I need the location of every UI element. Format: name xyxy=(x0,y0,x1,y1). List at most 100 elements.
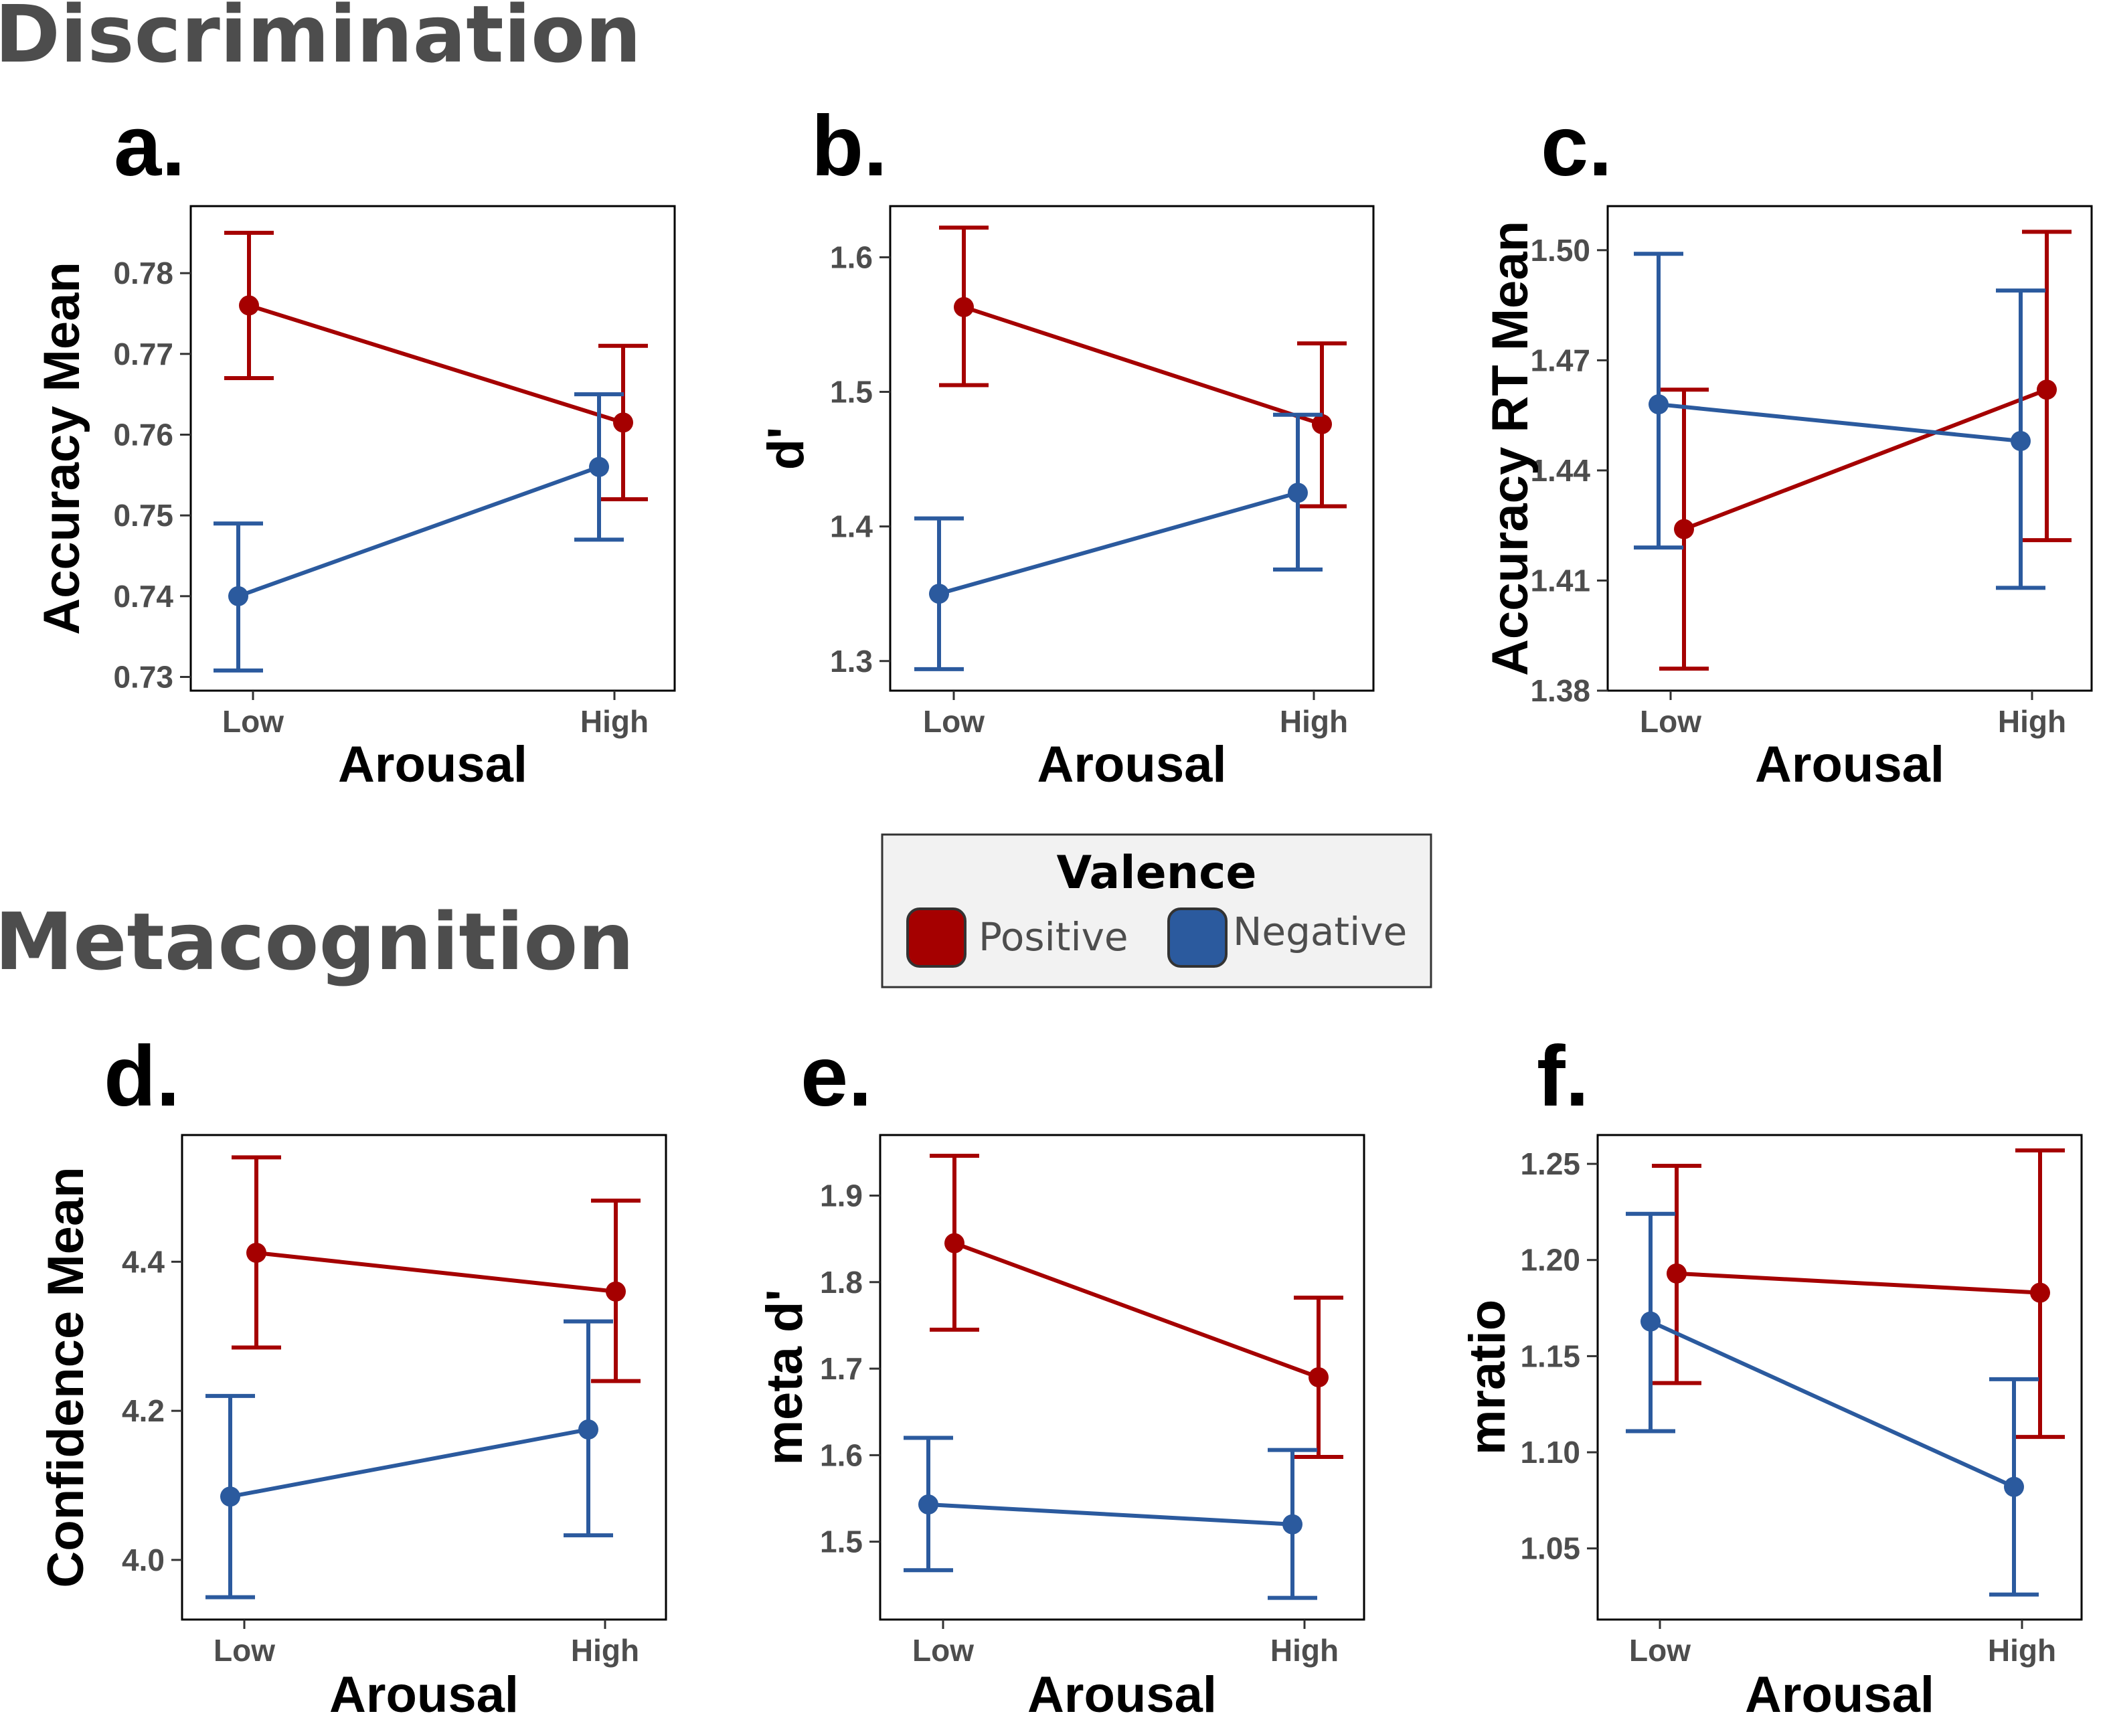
series-line xyxy=(1649,1319,2015,1489)
y-tick-label: 1.15 xyxy=(1520,1338,1580,1373)
data-point xyxy=(606,1281,626,1302)
data-point xyxy=(1649,394,1669,415)
panel-e: e. 1.5 1.6 1.7 1.8 1.9 Low High Arousal meta d' xyxy=(756,1029,1365,1723)
x-axis-title: Arousal xyxy=(1745,1666,1934,1723)
data-point xyxy=(1312,414,1332,434)
x-tick-label: High xyxy=(1270,1633,1339,1668)
x-tick-label: Low xyxy=(214,1633,275,1668)
x-tick-label: Low xyxy=(222,704,284,739)
y-tick-label: 0.77 xyxy=(113,337,173,371)
y-axis-title: Confidence Mean xyxy=(37,1166,94,1587)
x-tick-label: Low xyxy=(912,1633,974,1668)
x-tick-label: High xyxy=(1988,1633,2056,1668)
y-tick-label: 4.2 xyxy=(122,1393,165,1428)
legend-swatch-negative xyxy=(1167,907,1228,968)
x-tick-label: High xyxy=(580,704,649,739)
y-axis-title: Accuracy RT Mean xyxy=(1482,221,1539,676)
data-point xyxy=(1288,483,1308,503)
data-point xyxy=(1674,519,1694,539)
series-line xyxy=(938,491,1298,596)
panel-letter: b. xyxy=(811,98,888,194)
x-axis-title: Arousal xyxy=(1755,736,1944,793)
y-tick-label: 1.20 xyxy=(1520,1243,1580,1278)
x-tick-label: High xyxy=(1998,704,2066,739)
legend-box xyxy=(881,833,1432,988)
y-tick-label: 1.25 xyxy=(1520,1146,1580,1181)
legend-label-negative: Negative xyxy=(1233,909,1407,954)
y-axis-title: d' xyxy=(758,427,815,470)
y-tick-label: 1.3 xyxy=(830,644,873,679)
y-tick-label: 1.5 xyxy=(830,375,873,410)
series-positive xyxy=(930,1154,1343,1459)
series-line xyxy=(1683,387,2048,531)
series-line xyxy=(230,1427,589,1499)
y-axis-title: mratio xyxy=(1459,1300,1516,1455)
series-negative xyxy=(205,1319,613,1599)
data-point xyxy=(1640,1311,1661,1332)
series-negative xyxy=(1626,1211,2039,1597)
data-point xyxy=(929,584,949,604)
series-line xyxy=(928,1502,1293,1527)
x-tick-label: Low xyxy=(923,704,985,739)
panel-c: c. 1.38 1.41 1.44 1.47 1.50 Low High Arousal Accu… xyxy=(1482,98,2093,793)
plot-frame xyxy=(889,205,1375,692)
data-point xyxy=(918,1494,938,1515)
data-point xyxy=(954,296,974,317)
y-tick-label: 1.7 xyxy=(820,1351,863,1386)
section-title-discrimination: Discrimination xyxy=(0,0,641,80)
plot-frame xyxy=(1606,205,2093,692)
data-point xyxy=(2004,1476,2024,1497)
data-point xyxy=(220,1486,240,1507)
panel-a: a. 0.73 0.74 0.75 0.76 0.77 0.78 Low High Arousal… xyxy=(33,98,676,793)
series-positive xyxy=(224,230,648,502)
data-point xyxy=(246,1242,266,1263)
y-tick-label: 0.78 xyxy=(113,256,173,290)
y-tick-label: 1.47 xyxy=(1530,343,1590,377)
series-line xyxy=(953,1241,1320,1379)
data-point xyxy=(1667,1263,1687,1284)
y-tick-label: 1.4 xyxy=(830,509,873,544)
series-positive xyxy=(1652,1148,2065,1440)
y-tick-label: 0.76 xyxy=(113,417,173,452)
y-tick-label: 1.5 xyxy=(820,1525,863,1559)
x-axis-title: Arousal xyxy=(338,736,527,793)
series-line xyxy=(1658,402,2021,444)
data-point xyxy=(2037,379,2057,400)
panel-f: f. 1.05 1.10 1.15 1.20 1.25 Low High Arousal mrat… xyxy=(1459,1029,2083,1723)
series-positive xyxy=(939,226,1347,509)
data-point xyxy=(613,412,633,433)
x-axis-title: Arousal xyxy=(1027,1666,1217,1723)
y-tick-label: 1.38 xyxy=(1530,673,1590,708)
series-negative xyxy=(214,392,624,673)
legend-label-positive: Positive xyxy=(979,914,1128,960)
data-point xyxy=(1282,1514,1302,1535)
series-line xyxy=(237,464,600,598)
data-point xyxy=(944,1233,964,1253)
data-point xyxy=(1309,1367,1329,1387)
y-tick-label: 1.50 xyxy=(1530,233,1590,268)
y-tick-label: 1.41 xyxy=(1530,563,1590,598)
plot-frame xyxy=(189,205,676,692)
y-tick-label: 4.0 xyxy=(122,1543,165,1577)
panel-d: d. 4.0 4.2 4.4 Low High Arousal Confidence Mean xyxy=(37,1029,667,1723)
y-tick-label: 4.4 xyxy=(122,1244,165,1279)
y-tick-label: 0.74 xyxy=(113,579,173,614)
series-line xyxy=(248,303,624,425)
y-tick-label: 1.9 xyxy=(820,1179,863,1213)
series-line xyxy=(963,305,1323,426)
data-point xyxy=(578,1419,598,1440)
x-tick-label: Low xyxy=(1629,1633,1691,1668)
y-axis-title: meta d' xyxy=(756,1289,813,1465)
panel-letter: d. xyxy=(104,1029,180,1124)
y-tick-label: 1.05 xyxy=(1520,1531,1580,1566)
series-negative xyxy=(914,412,1323,671)
plot-frame xyxy=(181,1134,667,1621)
y-tick-label: 0.73 xyxy=(113,659,173,694)
legend: Valence Positive Negative xyxy=(881,833,1432,988)
series-negative xyxy=(904,1436,1317,1600)
y-tick-label: 1.6 xyxy=(830,240,873,274)
x-tick-label: High xyxy=(571,1633,639,1668)
data-point xyxy=(228,586,248,606)
series-positive xyxy=(1659,230,2072,671)
